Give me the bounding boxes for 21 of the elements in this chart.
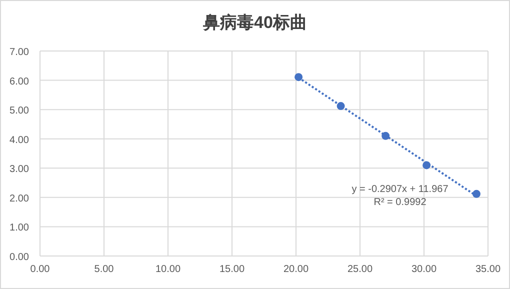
- y-tick-label: 2.00: [10, 193, 30, 204]
- x-tick-label: 15.00: [219, 264, 245, 275]
- x-tick-label: 5.00: [94, 264, 114, 275]
- annotation: y = -0.2907x + 11.967: [352, 184, 449, 195]
- y-tick-label: 4.00: [10, 134, 30, 146]
- x-tick-label: 30.00: [411, 264, 437, 275]
- point: [472, 190, 480, 198]
- y-tick-label: 0.00: [10, 252, 30, 263]
- x-tick-label: 20.00: [283, 264, 309, 275]
- y-tick-label: 5.00: [10, 106, 30, 117]
- y-tick-label: 1.00: [10, 222, 30, 234]
- x-tick-label: 35.00: [475, 264, 501, 275]
- x-tick-label: 10.00: [155, 264, 181, 275]
- y-tick-label: 3.00: [10, 164, 30, 176]
- annotation: R² = 0.9992: [374, 197, 427, 208]
- x-tick-label: 25.00: [347, 264, 373, 275]
- chart-title: 鼻病毒40标曲: [202, 13, 307, 32]
- point: [294, 73, 303, 82]
- y-tick-label: 6.00: [10, 76, 30, 88]
- y-tick-label: 7.00: [10, 47, 30, 58]
- x-tick-label: 0.00: [30, 264, 50, 275]
